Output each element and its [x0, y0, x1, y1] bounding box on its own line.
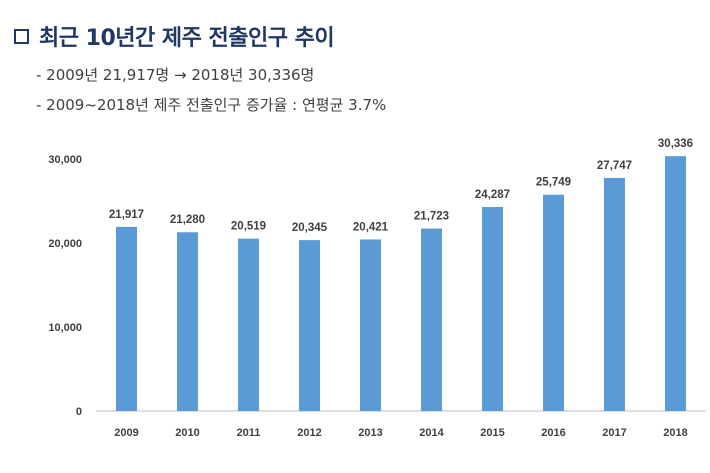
bar: [665, 156, 686, 411]
bar: [604, 177, 625, 411]
y-tick-label: 10,000: [48, 322, 82, 334]
x-tick-label: 2017: [602, 427, 626, 439]
data-label: 20,421: [353, 221, 389, 233]
data-label: 25,749: [536, 177, 571, 189]
y-tick-label: 20,000: [48, 238, 82, 250]
x-tick-label: 2011: [237, 427, 261, 439]
data-label: 20,345: [292, 222, 328, 234]
x-tick-label: 2009: [114, 427, 138, 439]
x-tick-label: 2016: [541, 427, 565, 439]
bullet-1: - 2009년 21,917명 → 2018년 30,336명: [36, 66, 315, 84]
x-tick-label: 2012: [297, 427, 321, 439]
title-row: 최근 10년간 제주 전출인구 추이: [14, 20, 335, 52]
x-tick-label: 2013: [358, 427, 382, 439]
bar: [421, 228, 442, 411]
data-label: 21,280: [170, 214, 205, 226]
data-label: 24,287: [475, 189, 510, 201]
data-label: 27,747: [597, 160, 632, 172]
y-tick-label: 30,000: [48, 154, 82, 166]
x-tick-label: 2015: [480, 427, 504, 439]
bar: [543, 194, 564, 411]
data-label: 21,723: [414, 211, 449, 223]
data-label: 21,917: [109, 209, 144, 221]
bar: [360, 239, 381, 411]
x-tick-label: 2010: [175, 427, 199, 439]
data-label: 20,519: [231, 221, 266, 233]
x-tick-label: 2018: [663, 427, 687, 439]
data-label: 30,336: [658, 138, 693, 150]
x-tick-label: 2014: [419, 427, 444, 439]
bar: [116, 226, 137, 411]
bar: [238, 238, 259, 411]
page-title: 최근 10년간 제주 전출인구 추이: [39, 26, 335, 51]
checkbox-icon: [14, 28, 29, 44]
bar: [482, 206, 503, 411]
bar: [299, 240, 320, 411]
bar: [177, 232, 198, 411]
y-tick-label: 0: [76, 406, 82, 418]
bullet-2: - 2009~2018년 제주 전출인구 증가율 : 연평균 3.7%: [36, 96, 387, 114]
